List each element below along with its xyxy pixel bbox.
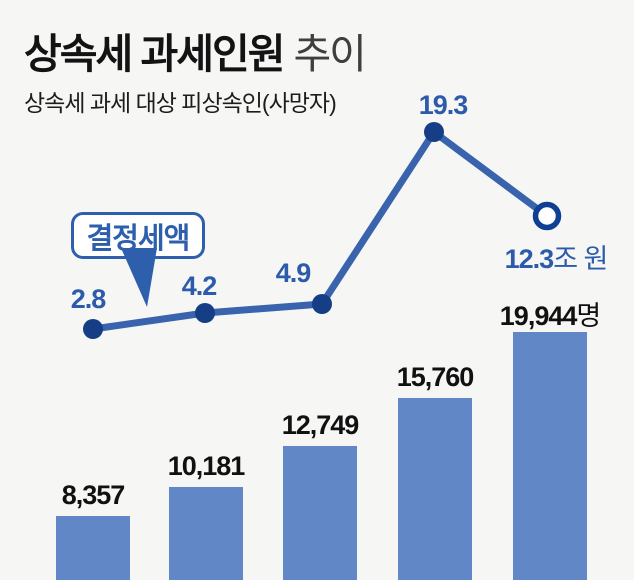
bar-value: 19,944 [499, 301, 578, 331]
callout-label: 결정세액 [86, 222, 191, 255]
line-point-value: 12.3 [504, 244, 555, 274]
line-unit: 조 원 [553, 244, 608, 274]
bar-unit: 명 [576, 301, 601, 331]
line-point-label: 19.3 [418, 90, 469, 120]
line-marker-2 [195, 303, 215, 323]
bar-value-label-with-unit: 19,944명 [465, 294, 634, 333]
line-point-label-with-unit: 12.3조 원 [476, 237, 634, 276]
title-suffix: 추이 [293, 31, 366, 77]
bar-value-label: 10,181 [167, 451, 246, 481]
line-marker-peak [424, 122, 444, 142]
bar-value-label: 15,760 [396, 362, 475, 392]
callout-bubble: 결정세액 [71, 212, 205, 259]
line-point-label: 4.9 [275, 258, 312, 288]
bar-2023 [513, 332, 587, 580]
bar-2021 [283, 446, 357, 580]
title-main: 상속세 과세인원 [24, 31, 285, 77]
bar-2020 [169, 487, 243, 580]
bar-2019 [56, 516, 130, 580]
bar-value-label: 12,749 [281, 410, 360, 440]
bar-2022 [398, 398, 472, 580]
line-marker-hollow [532, 201, 562, 231]
line-marker-3 [312, 294, 332, 314]
bar-value-label: 8,357 [61, 480, 126, 510]
line-marker-1 [83, 319, 103, 339]
page-title: 상속세 과세인원 추이 [24, 20, 367, 80]
page-subtitle: 상속세 과세 대상 피상속인(사망자) [24, 90, 337, 116]
line-point-label: 2.8 [70, 284, 107, 314]
